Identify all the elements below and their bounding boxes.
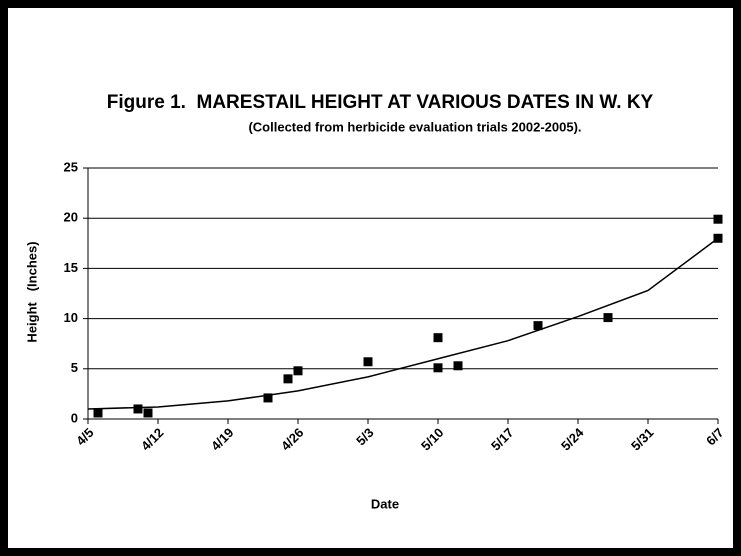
data-point: [453, 361, 463, 371]
data-point: [363, 357, 373, 367]
data-point: [603, 313, 613, 323]
y-tick-label: 5: [71, 360, 78, 375]
data-point: [433, 333, 443, 343]
y-tick-label: 15: [64, 260, 78, 275]
data-point: [93, 408, 103, 418]
data-point: [713, 214, 723, 224]
y-axis-label: Height (Inches): [24, 241, 39, 342]
chart-title: Figure 1. MARESTAIL HEIGHT AT VARIOUS DA…: [107, 92, 654, 113]
data-point: [133, 404, 143, 414]
y-tick-label: 0: [71, 410, 78, 425]
trendline: [87, 237, 719, 410]
y-tick-label: 25: [64, 159, 78, 174]
x-axis-label: Date: [371, 496, 399, 511]
data-point: [293, 366, 303, 376]
data-point: [263, 393, 273, 403]
data-point: [533, 321, 543, 331]
y-tick-label: 20: [64, 210, 78, 225]
data-point: [143, 408, 153, 418]
data-point: [433, 363, 443, 373]
data-point: [283, 374, 293, 384]
y-tick-label: 10: [64, 310, 78, 325]
data-point: [713, 233, 723, 243]
chart-subtitle: (Collected from herbicide evaluation tri…: [248, 119, 581, 134]
